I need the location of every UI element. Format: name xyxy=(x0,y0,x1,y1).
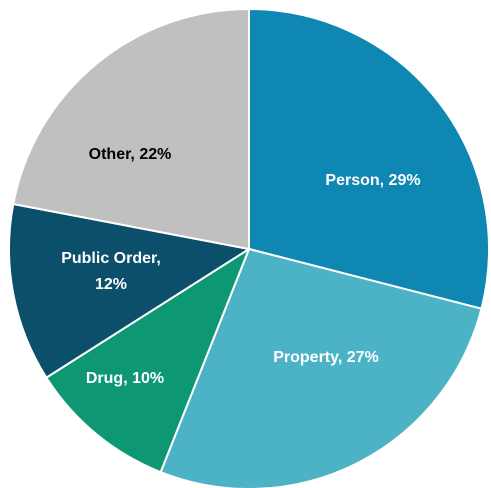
pie-slice-other xyxy=(12,8,250,250)
pie-slice-person xyxy=(248,8,490,310)
pie-slice-drug xyxy=(45,248,250,474)
pie-slice-property xyxy=(159,248,483,488)
slice-label-person: Person, 29% xyxy=(325,172,420,189)
pie-slices xyxy=(8,8,490,488)
slice-label-public-order: Public Order, 12% xyxy=(61,250,161,293)
slice-labels: Person, 29% Property, 27% Drug, 10% Public … xyxy=(61,146,420,387)
slice-label-other: Other, 22% xyxy=(89,146,172,163)
pie-slice-public-order xyxy=(8,203,250,379)
slice-label-drug: Drug, 10% xyxy=(86,370,164,387)
slice-label-property: Property, 27% xyxy=(273,349,379,366)
